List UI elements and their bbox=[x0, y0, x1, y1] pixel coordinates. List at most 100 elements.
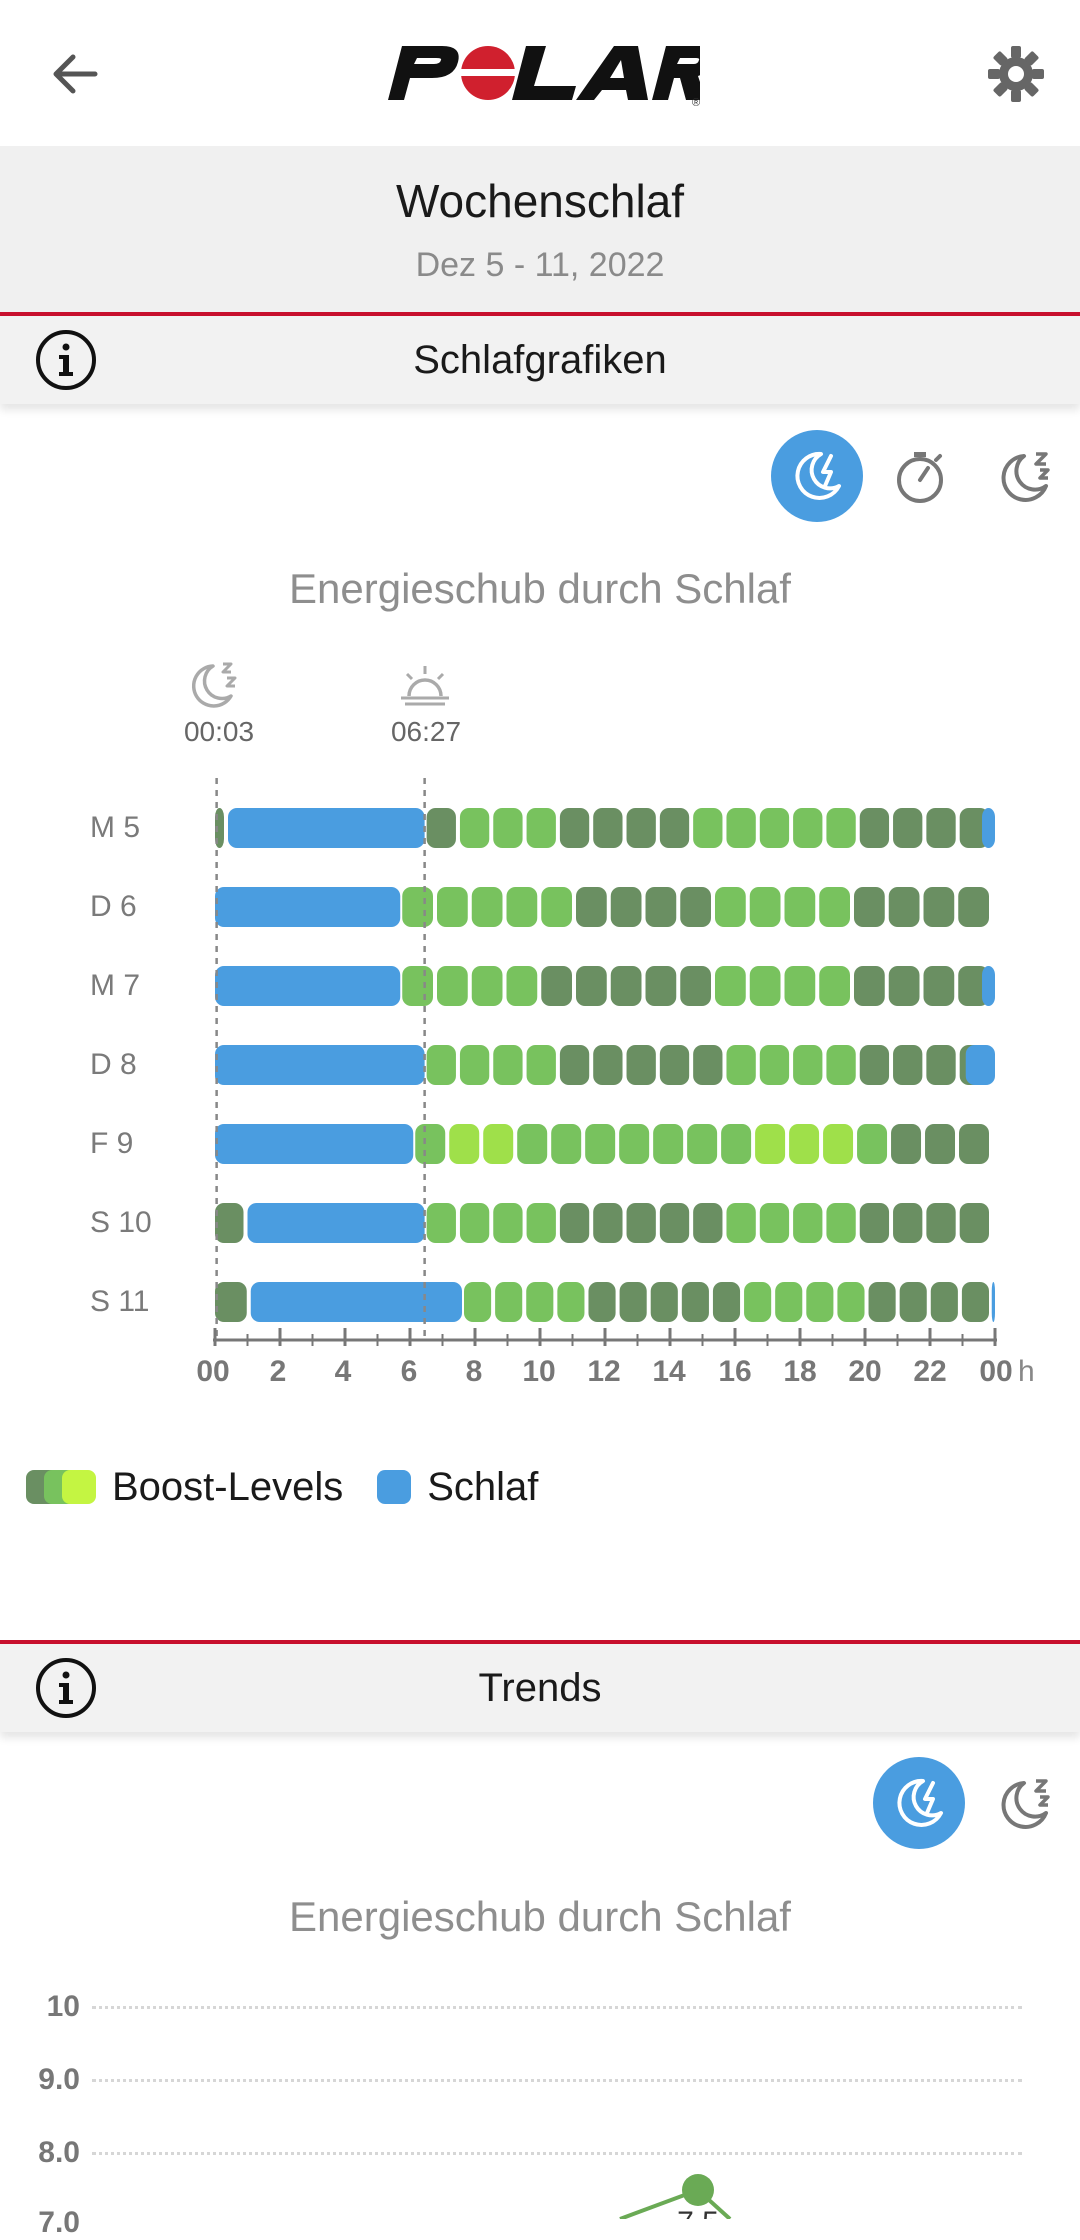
boost-level-cell bbox=[626, 1045, 656, 1085]
trends-chart-title: Energieschub durch Schlaf bbox=[289, 1893, 791, 1940]
boost-level-cell bbox=[659, 1045, 690, 1085]
boost-level-cell bbox=[659, 808, 690, 848]
x-tick-label: 4 bbox=[334, 1355, 352, 1388]
boost-level-cell bbox=[464, 1282, 492, 1322]
boost-level-cell bbox=[859, 808, 890, 848]
boost-level-cell bbox=[593, 808, 623, 848]
boost-level-cell bbox=[471, 887, 503, 927]
boost-level-cell bbox=[402, 887, 433, 927]
sleep-bar bbox=[250, 1282, 462, 1322]
boost-level-cell bbox=[893, 1045, 923, 1085]
settings-button[interactable] bbox=[976, 34, 1056, 114]
boost-level-cell bbox=[459, 1203, 490, 1243]
boost-level-cell bbox=[459, 808, 490, 848]
day-label: S 11 bbox=[90, 1285, 150, 1318]
section-divider bbox=[0, 312, 1080, 316]
boost-level-cell bbox=[926, 808, 956, 848]
boost-level-cell bbox=[402, 966, 433, 1006]
sleep-toggle[interactable] bbox=[980, 1757, 1072, 1849]
boost-level-cell bbox=[826, 1203, 856, 1243]
boost-level-cell bbox=[559, 1203, 590, 1243]
boost-level-cell bbox=[759, 1203, 790, 1243]
boost-level-cell bbox=[726, 1045, 756, 1085]
boost-level-cell bbox=[793, 808, 823, 848]
day-label: M 5 bbox=[90, 811, 141, 844]
boost-level-cell bbox=[506, 887, 538, 927]
x-tick-label: 12 bbox=[587, 1355, 621, 1388]
sleep-boost-toggle[interactable] bbox=[771, 430, 863, 522]
boost-level-cell bbox=[593, 1203, 623, 1243]
boost-level-cell bbox=[610, 887, 642, 927]
day-label: F 9 bbox=[90, 1127, 134, 1160]
boost-level-cell bbox=[859, 1203, 890, 1243]
boost-level-cell bbox=[645, 966, 677, 1006]
boost-level-cell bbox=[626, 1203, 656, 1243]
boost-level-cell bbox=[517, 1124, 548, 1164]
x-tick-label: 8 bbox=[465, 1355, 483, 1388]
boost-level-cell bbox=[526, 1282, 554, 1322]
boost-level-cell bbox=[859, 1045, 890, 1085]
boost-level-cell bbox=[593, 1045, 623, 1085]
boost-level-cell bbox=[215, 1203, 244, 1243]
boost-level-cell bbox=[551, 1124, 582, 1164]
boost-level-cell bbox=[426, 1045, 456, 1085]
boost-level-cell bbox=[215, 1282, 247, 1322]
boost-level-cell bbox=[715, 966, 746, 1006]
boost-level-cell bbox=[759, 808, 790, 848]
chart-title: Energieschub durch Schlaf bbox=[289, 565, 791, 612]
x-tick-label: 22 bbox=[913, 1355, 947, 1388]
boost-level-cell bbox=[426, 1203, 456, 1243]
boost-level-cell bbox=[712, 1282, 741, 1322]
boost-level-cell bbox=[483, 1124, 514, 1164]
arrow-left-icon bbox=[53, 54, 98, 94]
boost-level-cell bbox=[759, 1045, 790, 1085]
sleep-bar bbox=[228, 808, 425, 848]
moon-zz-icon bbox=[1001, 1779, 1050, 1829]
boost-level-cell bbox=[680, 887, 711, 927]
x-tick-label: 16 bbox=[718, 1355, 752, 1388]
grid-line bbox=[92, 2152, 1022, 2155]
sleep-bar bbox=[247, 1203, 425, 1243]
boost-level-cell bbox=[680, 966, 711, 1006]
boost-level-cell bbox=[923, 887, 955, 927]
section-header-trends: Trends bbox=[0, 1644, 1080, 1732]
boost-level-cell bbox=[784, 966, 816, 1006]
date-range[interactable]: Dez 5 - 11, 2022 bbox=[415, 246, 665, 284]
trend-point[interactable] bbox=[682, 2174, 714, 2206]
boost-level-cell bbox=[449, 1124, 480, 1164]
stopwatch-toggle[interactable] bbox=[874, 430, 966, 522]
boost-level-cell bbox=[775, 1282, 803, 1322]
info-circle-icon[interactable] bbox=[34, 1656, 98, 1720]
boost-level-cell bbox=[726, 808, 756, 848]
boost-level-cell bbox=[893, 1203, 923, 1243]
boost-level-cell bbox=[619, 1124, 650, 1164]
boost-level-cell bbox=[893, 808, 923, 848]
x-tick-label: 20 bbox=[848, 1355, 882, 1388]
boost-level-cell bbox=[961, 1282, 989, 1322]
boost-level-cell bbox=[653, 1124, 684, 1164]
boost-level-cell bbox=[588, 1282, 616, 1322]
back-button[interactable] bbox=[34, 34, 114, 114]
sleep-bar bbox=[982, 966, 995, 1006]
chart-legend: Boost-Levels Schlaf bbox=[26, 1462, 572, 1512]
boost-level-cell bbox=[576, 966, 607, 1006]
moon-zz-icon bbox=[192, 662, 237, 708]
boost-level-cell bbox=[899, 1282, 927, 1322]
boost-level-cell bbox=[659, 1203, 690, 1243]
sleep-toggle[interactable] bbox=[980, 430, 1072, 522]
boost-level-cell bbox=[819, 887, 850, 927]
sleep-boost-toggle[interactable] bbox=[873, 1757, 965, 1849]
grid-line bbox=[92, 2006, 1022, 2009]
woke-up-time: 06:27 bbox=[390, 716, 462, 747]
sleep-bar bbox=[215, 1124, 414, 1164]
info-circle-icon[interactable] bbox=[34, 328, 98, 392]
boost-level-cell bbox=[958, 887, 989, 927]
boost-level-cell bbox=[823, 1124, 854, 1164]
moon-zz-icon bbox=[1001, 452, 1050, 502]
boost-level-cell bbox=[541, 887, 572, 927]
sleep-swatch bbox=[377, 1470, 412, 1504]
boost-level-cell bbox=[645, 887, 677, 927]
boost-level-cell bbox=[854, 887, 885, 927]
boost-level-cell bbox=[793, 1045, 823, 1085]
boost-level-cell bbox=[650, 1282, 678, 1322]
